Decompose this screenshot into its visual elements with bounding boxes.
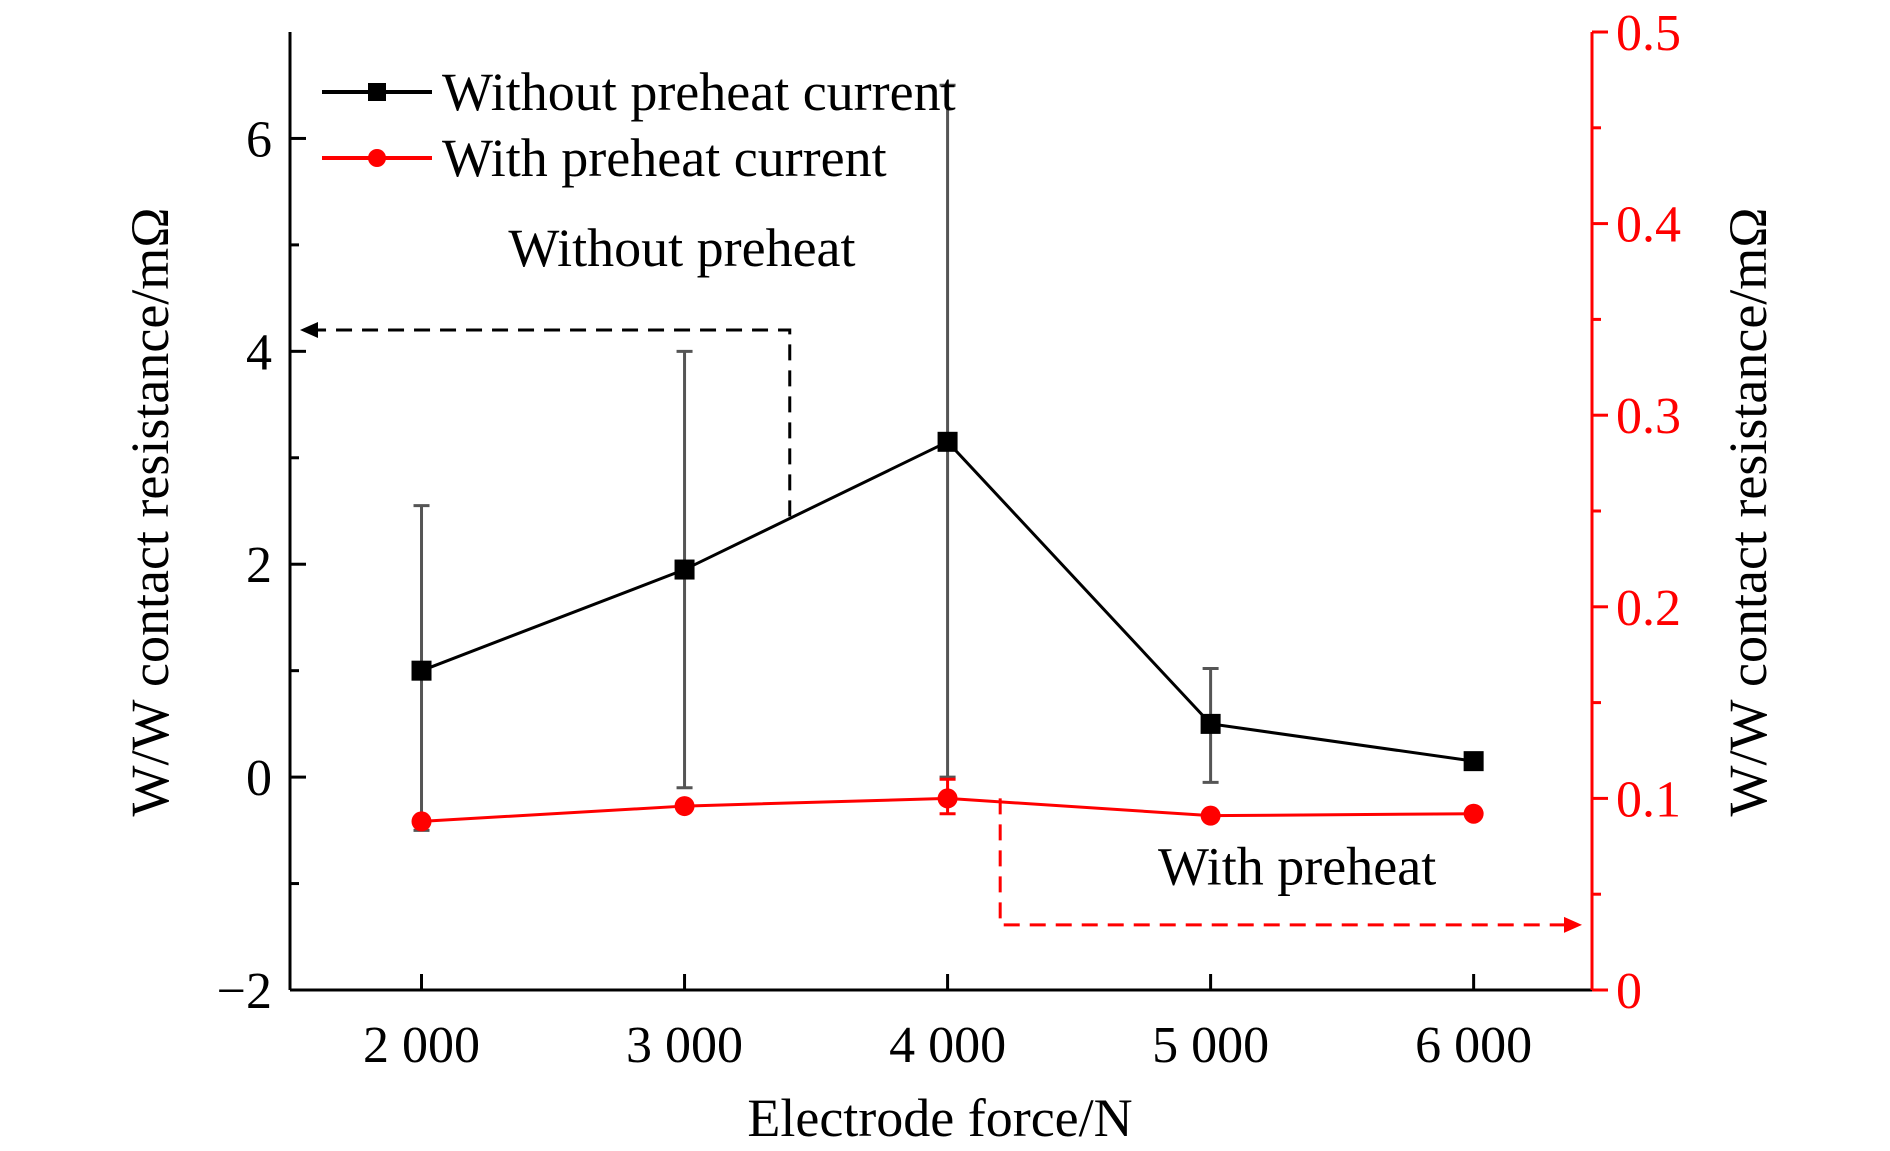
x-tick-label: 3 000 <box>626 1017 743 1074</box>
y-left-tick-label: −2 <box>217 963 272 1020</box>
data-point <box>674 796 695 817</box>
data-point <box>1463 751 1484 772</box>
data-point <box>937 788 958 809</box>
legend-label: Without preheat current <box>442 62 956 122</box>
y-right-tick-label: 0.2 <box>1616 580 1681 637</box>
series-layer <box>411 83 1484 832</box>
legend-marker <box>368 83 386 101</box>
data-point <box>411 811 432 832</box>
x-tick-label: 5 000 <box>1152 1017 1269 1074</box>
annotation-arrow-without-preheat <box>314 328 792 517</box>
data-point <box>1200 713 1221 734</box>
x-tick-label: 4 000 <box>889 1017 1006 1074</box>
series-with-preheat <box>411 777 1484 832</box>
y-right-tick-label: 0.1 <box>1616 771 1681 828</box>
data-point <box>1463 803 1484 824</box>
annotation-arrowhead-with-preheat <box>1564 916 1582 933</box>
ticks-layer: 2 000 3 000 4 000 5 000 6 000 −2 0 2 4 6 0 0.1 0.2 0.… <box>217 5 1681 1074</box>
y-right-tick-label: 0.3 <box>1616 388 1681 445</box>
x-tick-label: 6 000 <box>1415 1017 1532 1074</box>
annotation-without-preheat: Without preheat <box>508 218 855 278</box>
data-point <box>674 559 695 580</box>
legend-marker <box>368 149 386 167</box>
y-left-tick-label: 2 <box>246 537 272 594</box>
annotation-with-preheat: With preheat <box>1158 837 1436 897</box>
y-left-tick-label: 0 <box>246 750 272 807</box>
series-without-preheat <box>411 83 1484 832</box>
data-point <box>411 660 432 681</box>
x-axis-label: Electrode force/N <box>747 1088 1132 1148</box>
y-right-tick-label: 0 <box>1616 963 1642 1020</box>
y-left-tick-label: 6 <box>246 111 272 168</box>
x-tick-label: 2 000 <box>363 1017 480 1074</box>
y-right-tick-label: 0.5 <box>1616 5 1681 62</box>
annotation-arrowhead-without-preheat <box>300 322 318 339</box>
legend-label: With preheat current <box>442 128 887 188</box>
annotation-arrow-with-preheat <box>998 798 1564 927</box>
y-left-tick-label: 4 <box>246 324 272 381</box>
data-point <box>937 431 958 452</box>
y-right-tick-label: 0.4 <box>1616 197 1681 254</box>
y-axis-left-label: W/W contact resistance/mΩ <box>120 208 180 817</box>
y-axis-right-label: W/W contact resistance/mΩ <box>1718 208 1778 817</box>
data-point <box>1200 805 1221 826</box>
annotations-layer: Without preheat With preheat <box>300 218 1582 933</box>
